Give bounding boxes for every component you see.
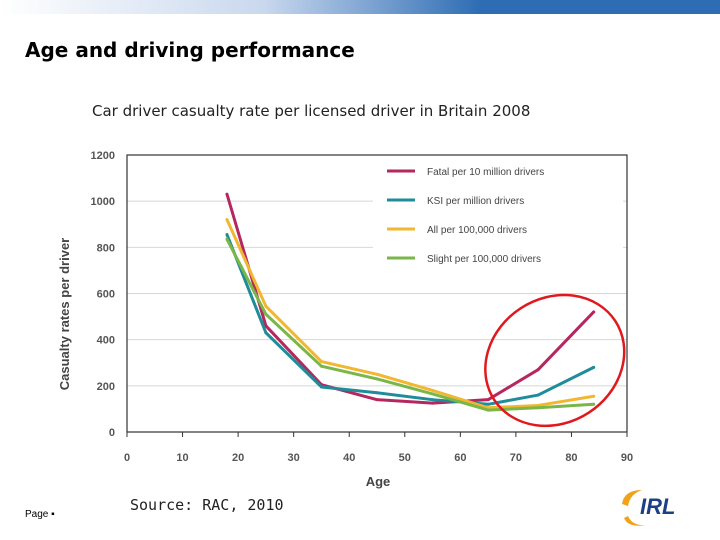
x-tick-label: 30 xyxy=(288,452,300,464)
x-tick-label: 40 xyxy=(343,452,355,464)
data-point xyxy=(225,218,229,222)
data-point xyxy=(431,401,435,405)
top-banner-block xyxy=(480,0,720,14)
legend-label: KSI per million drivers xyxy=(427,196,524,207)
data-point xyxy=(375,377,379,381)
x-tick-label: 10 xyxy=(176,452,188,464)
y-tick-label: 0 xyxy=(109,427,115,439)
data-point xyxy=(431,398,435,402)
series-lines xyxy=(225,192,596,412)
data-point xyxy=(225,192,229,196)
data-point xyxy=(264,304,268,308)
chart-subtitle: Car driver casualty rate per licensed dr… xyxy=(92,102,531,120)
source-note: Source: RAC, 2010 xyxy=(130,496,284,514)
data-point xyxy=(319,364,323,368)
series-line-0 xyxy=(225,192,596,405)
logo-swoosh xyxy=(624,516,646,526)
data-point xyxy=(486,402,490,406)
data-point xyxy=(319,360,323,364)
data-point xyxy=(375,391,379,395)
x-tick-label: 50 xyxy=(399,452,411,464)
logo-text: IRL xyxy=(640,494,675,519)
y-tick-label: 800 xyxy=(97,242,115,254)
logo-swoosh-arc xyxy=(622,490,642,506)
data-point xyxy=(536,393,540,397)
y-tick-label: 600 xyxy=(97,289,115,301)
legend-label: Slight per 100,000 drivers xyxy=(427,254,541,265)
y-axis-label: Casualty rates per driver xyxy=(57,238,72,390)
annotations xyxy=(484,293,626,428)
top-banner xyxy=(0,0,720,14)
data-point xyxy=(536,406,540,410)
data-point xyxy=(264,312,268,316)
y-tick-label: 1200 xyxy=(91,150,115,162)
x-axis-label: Age xyxy=(366,474,391,489)
data-point xyxy=(375,372,379,376)
data-point xyxy=(536,368,540,372)
series-line-1 xyxy=(225,233,596,406)
data-point xyxy=(486,398,490,402)
plot-frame xyxy=(126,154,628,433)
x-tick-label: 60 xyxy=(454,452,466,464)
data-point xyxy=(264,331,268,335)
slide-title: Age and driving performance xyxy=(25,38,355,62)
data-point xyxy=(431,392,435,396)
data-point xyxy=(225,237,229,241)
data-point xyxy=(592,394,596,398)
data-point xyxy=(486,408,490,412)
data-point xyxy=(264,324,268,328)
legend-label: Fatal per 10 million drivers xyxy=(427,167,544,178)
x-tick-label: 80 xyxy=(565,452,577,464)
y-tick-label: 200 xyxy=(97,381,115,393)
data-point xyxy=(592,402,596,406)
y-tick-label: 1000 xyxy=(91,196,115,208)
data-point xyxy=(536,403,540,407)
highlight-ellipse xyxy=(484,293,626,428)
legend-box xyxy=(373,158,623,282)
x-tick-label: 0 xyxy=(124,452,130,464)
x-tick-label: 90 xyxy=(621,452,633,464)
data-point xyxy=(225,233,229,237)
legend: Fatal per 10 million drivers KSI per mill… xyxy=(373,158,623,282)
data-point xyxy=(592,310,596,314)
irl-logo: IRL xyxy=(622,490,675,526)
x-tick-label: 70 xyxy=(510,452,522,464)
series-line-3 xyxy=(225,237,596,412)
legend-label: All per 100,000 drivers xyxy=(427,225,527,236)
y-tick-label: 400 xyxy=(97,335,115,347)
data-point xyxy=(375,398,379,402)
series-line-2 xyxy=(225,218,596,410)
x-tick-label: 20 xyxy=(232,452,244,464)
axes: 0 200 400 600 800 1000 1200 0 10 20 30 40 50 60 70 80 90 xyxy=(91,150,634,464)
page-number: Page ▪ xyxy=(25,509,55,520)
casualty-rate-chart: 0 200 400 600 800 1000 1200 0 10 20 30 40 50 60 70 80 90… xyxy=(57,150,634,489)
data-point xyxy=(319,385,323,389)
data-point xyxy=(431,388,435,392)
data-point xyxy=(592,365,596,369)
